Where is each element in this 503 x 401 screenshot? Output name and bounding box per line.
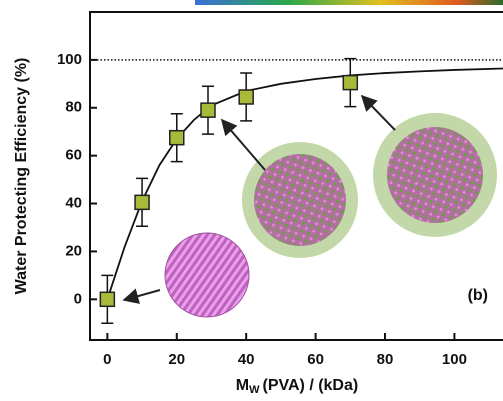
point	[170, 131, 184, 145]
y-tick-label: 0	[74, 290, 82, 307]
y-tick-label: 80	[65, 99, 82, 116]
x-tick-label: 80	[377, 351, 394, 368]
cropped-image-strip	[195, 0, 503, 5]
x-label-rest: (PVA) / (kDa)	[263, 377, 359, 394]
point	[343, 76, 357, 90]
x-tick-label: 100	[442, 351, 467, 368]
point	[135, 195, 149, 209]
point	[100, 292, 114, 306]
x-tick-label: 60	[307, 351, 324, 368]
x-label-main: M	[236, 377, 249, 394]
x-tick-label: 20	[168, 351, 185, 368]
insets	[124, 96, 497, 317]
y-axis-label: Water Protecting Efficiency (%)	[13, 58, 30, 295]
y-tick-label: 20	[65, 242, 82, 259]
x-label-sub: W	[249, 384, 260, 396]
point	[239, 90, 253, 104]
annotation: (b)	[468, 287, 488, 304]
y-tick-label: 60	[65, 147, 82, 164]
x-axis-label: MW(PVA) / (kDa)	[236, 377, 358, 396]
x-tick-label: 40	[238, 351, 255, 368]
y-tick-label: 40	[65, 195, 82, 212]
point	[201, 103, 215, 117]
x-tick-label: 0	[103, 351, 111, 368]
y-tick-label: 100	[57, 51, 82, 68]
chart: (b) Water Protecting Efficiency (%) MW(P…	[0, 0, 503, 401]
